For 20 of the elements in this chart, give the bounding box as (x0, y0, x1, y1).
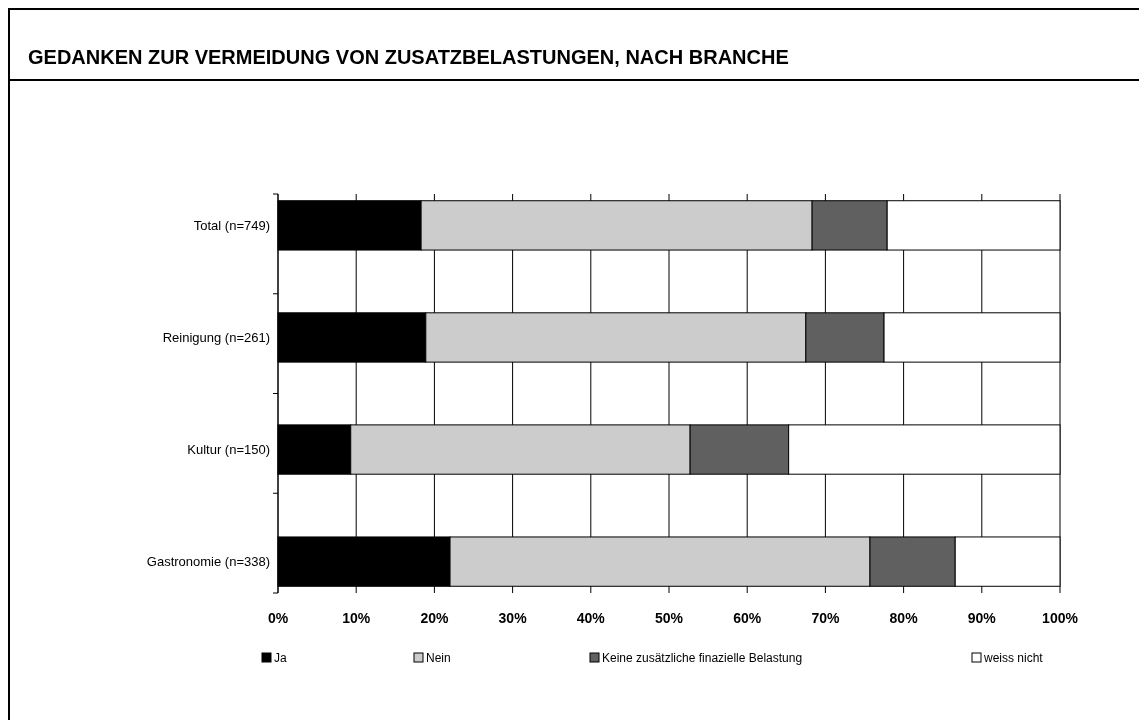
x-tick-label: 30% (498, 610, 528, 626)
x-tick-label: 0% (267, 610, 289, 626)
x-tick-label: 10% (342, 610, 371, 626)
x-tick-label: 100% (1042, 610, 1079, 626)
legend-label: weiss nicht (983, 651, 1044, 666)
y-tick-label: Reinigung (n=261) (162, 330, 270, 346)
legend-label: Ja (274, 651, 287, 666)
y-tick-label: Gastronomie (n=338) (146, 554, 270, 570)
x-tick-label: 60% (733, 610, 762, 626)
x-tick-label: 20% (420, 610, 449, 626)
x-tick-label: 50% (654, 610, 684, 626)
x-tick-label: 80% (889, 610, 919, 626)
x-tick-label: 40% (576, 610, 606, 626)
legend-label: Keine zusätzliche finazielle Belastung (602, 651, 803, 666)
legend-label: Nein (426, 651, 451, 666)
chart-title: GEDANKEN ZUR VERMEIDUNG VON ZUSATZBELASTUNGEN, NACH BRANCHE (28, 46, 789, 68)
x-tick-label: 70% (811, 610, 840, 626)
x-tick-label: 90% (967, 610, 997, 626)
y-tick-label: Kultur (n=150) (187, 442, 270, 458)
y-tick-label: Total (n=749) (193, 217, 270, 233)
